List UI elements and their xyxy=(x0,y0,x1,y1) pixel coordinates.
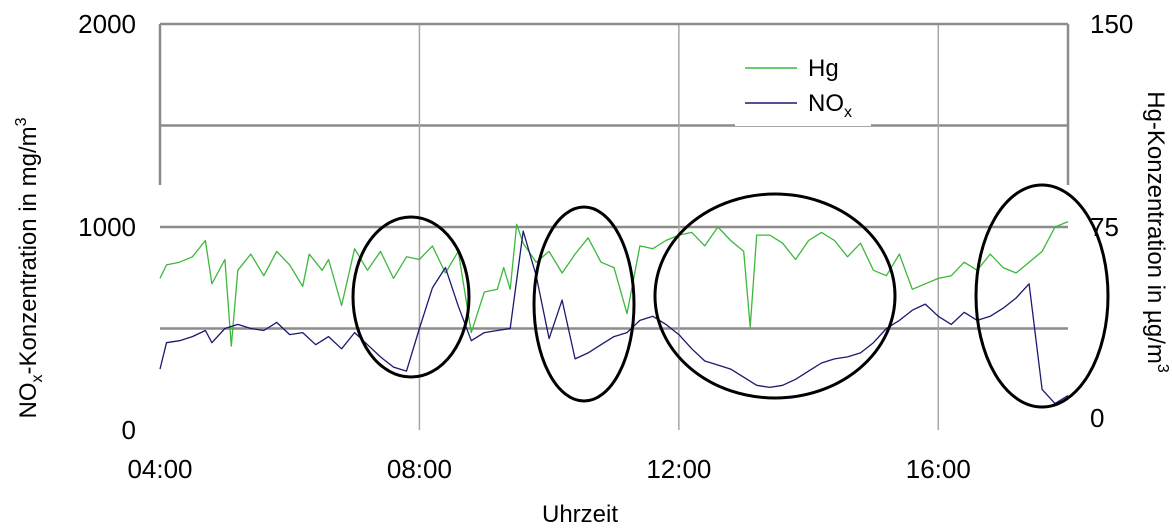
y-left-tick-0: 0 xyxy=(122,415,136,445)
annotation-ellipse-2 xyxy=(532,205,636,403)
x-tick-0800: 08:00 xyxy=(387,454,452,484)
ellipse-annotations xyxy=(351,183,1110,409)
y-right-tick-0: 0 xyxy=(1090,403,1104,433)
y-right-tick-labels: 0 75 150 xyxy=(1090,9,1133,433)
series-line-hg xyxy=(159,220,1069,347)
legend-label-nox-base: NO xyxy=(808,90,844,117)
plot-frame xyxy=(158,22,1070,185)
x-axis-label: Uhrzeit xyxy=(542,501,618,528)
annotation-ellipse-4 xyxy=(974,183,1110,409)
series-line-nox xyxy=(159,230,1069,405)
annotation-ellipse-3 xyxy=(653,192,897,400)
x-tick-0400: 04:00 xyxy=(127,454,192,484)
y-right-label-sup: 3 xyxy=(1154,364,1171,373)
y-left-tick-2000: 2000 xyxy=(78,9,136,39)
y-left-tick-1000: 1000 xyxy=(78,212,136,242)
legend-label-hg: Hg xyxy=(808,55,839,82)
y-left-axis-label: NOx-Konzentration in mg/m3 xyxy=(13,117,46,418)
y-left-tick-labels: 0 1000 2000 xyxy=(78,9,136,445)
x-tick-labels: 04:00 08:00 12:00 16:00 xyxy=(127,454,970,484)
x-tick-1200: 12:00 xyxy=(646,454,711,484)
legend: Hg NOx xyxy=(735,48,871,126)
y-left-label-rest: -Konzentration in mg/m xyxy=(15,126,42,374)
y-left-label-sup: 3 xyxy=(13,117,30,126)
y-right-tick-150: 150 xyxy=(1090,9,1133,39)
y-right-axis-label: Hg-Konzentration in µg/m3 xyxy=(1142,91,1171,373)
y-left-label-base: NO xyxy=(15,383,42,419)
annotation-ellipse-1 xyxy=(351,215,471,379)
y-right-label-rest: Hg-Konzentration in µg/m xyxy=(1142,91,1169,364)
legend-label-nox: NOx xyxy=(808,90,852,121)
y-left-label-sub: x xyxy=(29,375,46,383)
grid-lines xyxy=(160,24,1068,430)
y-right-tick-75: 75 xyxy=(1090,212,1119,242)
legend-label-nox-sub: x xyxy=(844,104,852,121)
series-lines xyxy=(159,220,1069,405)
x-tick-1600: 16:00 xyxy=(906,454,971,484)
legend-box xyxy=(735,48,871,126)
